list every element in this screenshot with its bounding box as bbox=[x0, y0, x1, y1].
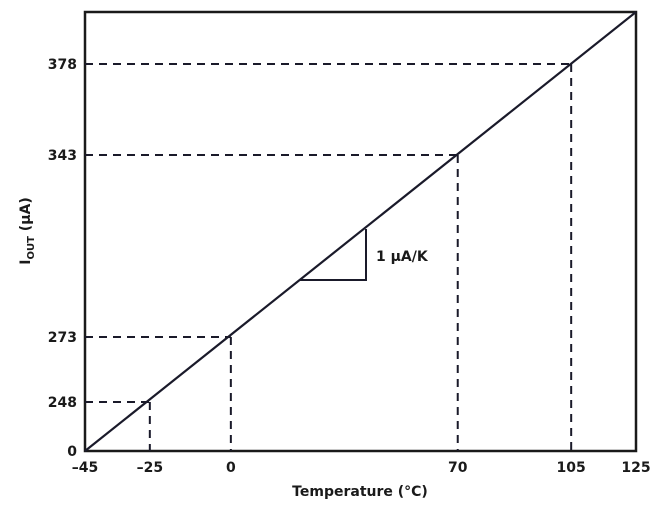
x-tick-label: 105 bbox=[557, 460, 586, 476]
y-tick-label: 343 bbox=[48, 148, 77, 164]
x-tick-label: 70 bbox=[448, 460, 468, 476]
x-tick-label: –25 bbox=[137, 460, 163, 476]
series-line bbox=[84, 11, 637, 452]
x-tick-label: 125 bbox=[621, 460, 650, 476]
plot-frame bbox=[83, 10, 638, 453]
x-tick-label: 0 bbox=[226, 460, 236, 476]
y-axis-label: IOUT (µA) bbox=[18, 197, 37, 264]
x-axis-label: Temperature (°C) bbox=[292, 484, 428, 500]
y-tick-label: 378 bbox=[48, 57, 77, 73]
slope-annotation: 1 µA/K bbox=[376, 249, 429, 265]
y-tick-label: 273 bbox=[48, 330, 77, 346]
x-tick-label: –45 bbox=[72, 460, 98, 476]
slope-triangle bbox=[300, 229, 367, 281]
y-tick-label: 248 bbox=[48, 395, 77, 411]
y-tick-label: 0 bbox=[67, 444, 77, 460]
